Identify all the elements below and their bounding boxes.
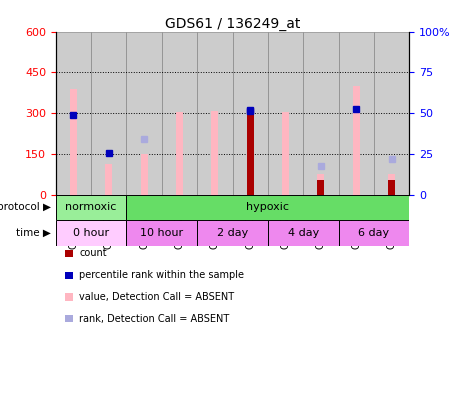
Text: 4 day: 4 day <box>287 228 319 238</box>
Bar <box>268 32 303 195</box>
Text: time ▶: time ▶ <box>16 228 51 238</box>
Bar <box>126 195 409 220</box>
Bar <box>162 32 197 195</box>
Bar <box>56 195 126 220</box>
Text: value, Detection Call = ABSENT: value, Detection Call = ABSENT <box>79 292 234 302</box>
Text: rank, Detection Call = ABSENT: rank, Detection Call = ABSENT <box>79 314 229 324</box>
Bar <box>56 32 91 195</box>
Text: percentile rank within the sample: percentile rank within the sample <box>79 270 244 280</box>
Bar <box>318 174 324 195</box>
Text: 0 hour: 0 hour <box>73 228 109 238</box>
Bar <box>339 220 409 246</box>
Title: GDS61 / 136249_at: GDS61 / 136249_at <box>165 17 300 30</box>
Bar <box>56 220 126 246</box>
Bar <box>268 220 339 246</box>
Bar <box>353 86 359 195</box>
Bar <box>247 108 253 195</box>
Text: protocol ▶: protocol ▶ <box>0 202 51 213</box>
Bar <box>126 220 197 246</box>
Text: 2 day: 2 day <box>217 228 248 238</box>
Bar <box>232 32 268 195</box>
Bar <box>197 32 232 195</box>
Text: 6 day: 6 day <box>359 228 389 238</box>
Bar <box>141 154 147 195</box>
Bar <box>91 32 126 195</box>
Text: hypoxic: hypoxic <box>246 202 289 213</box>
Bar <box>388 180 395 195</box>
Bar <box>282 112 289 195</box>
Bar <box>70 89 77 195</box>
Bar <box>106 164 112 195</box>
Bar <box>212 110 218 195</box>
Text: 10 hour: 10 hour <box>140 228 183 238</box>
Bar <box>388 174 395 195</box>
Bar <box>197 220 268 246</box>
Bar <box>126 32 162 195</box>
Bar <box>303 32 339 195</box>
Bar <box>318 180 324 195</box>
Text: count: count <box>79 248 106 259</box>
Text: normoxic: normoxic <box>66 202 117 213</box>
Bar <box>176 112 183 195</box>
Bar <box>374 32 409 195</box>
Bar <box>339 32 374 195</box>
